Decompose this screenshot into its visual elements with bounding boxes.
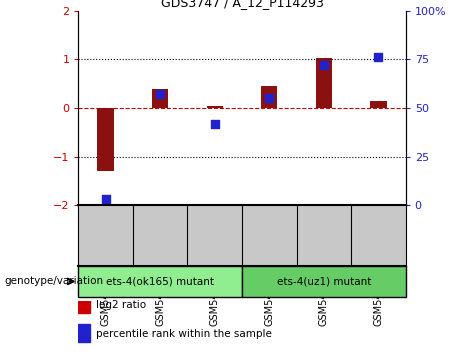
Bar (152, 88, 168, 108)
Point (102, 196, 109, 202)
FancyBboxPatch shape (242, 266, 406, 297)
Bar (261, 86, 278, 108)
Bar (316, 58, 332, 108)
Bar (78, 324, 90, 342)
Bar (97, 108, 114, 171)
Text: genotype/variation: genotype/variation (5, 276, 104, 286)
Title: GDS3747 / A_12_P114293: GDS3747 / A_12_P114293 (160, 0, 324, 10)
Bar (78, 295, 90, 313)
Point (211, 121, 219, 126)
Text: log2 ratio: log2 ratio (96, 299, 147, 310)
Point (266, 95, 273, 101)
Point (375, 55, 382, 60)
Point (320, 62, 327, 68)
Bar (370, 101, 387, 108)
FancyBboxPatch shape (78, 266, 242, 297)
Bar (207, 105, 223, 108)
Point (157, 92, 164, 97)
Text: ets-4(uz1) mutant: ets-4(uz1) mutant (277, 276, 371, 286)
Text: percentile rank within the sample: percentile rank within the sample (96, 329, 272, 339)
Text: ets-4(ok165) mutant: ets-4(ok165) mutant (106, 276, 214, 286)
